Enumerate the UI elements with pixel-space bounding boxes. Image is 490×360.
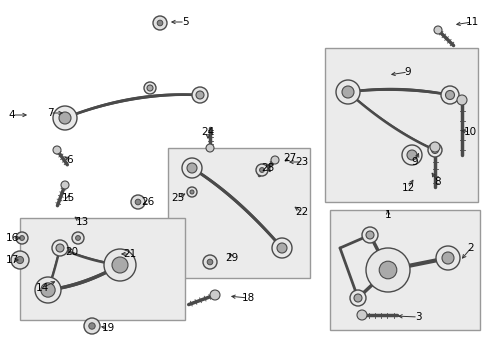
Bar: [20, 218, 185, 320]
Circle shape: [362, 227, 378, 243]
Text: 9: 9: [405, 67, 411, 77]
Circle shape: [84, 318, 100, 334]
Circle shape: [135, 199, 141, 205]
Text: 21: 21: [123, 249, 137, 259]
Circle shape: [72, 232, 84, 244]
Circle shape: [277, 243, 287, 253]
Bar: [325, 48, 478, 202]
Circle shape: [131, 195, 145, 209]
Text: 2: 2: [467, 243, 474, 253]
Circle shape: [430, 142, 440, 152]
Circle shape: [203, 255, 217, 269]
Text: 1: 1: [385, 210, 392, 220]
Circle shape: [442, 252, 454, 264]
Text: 10: 10: [464, 127, 477, 137]
Text: 3: 3: [415, 312, 421, 322]
Circle shape: [366, 231, 374, 239]
Circle shape: [402, 145, 422, 165]
Text: 27: 27: [283, 153, 296, 163]
Circle shape: [147, 85, 153, 91]
Text: 4: 4: [9, 110, 15, 120]
Text: 19: 19: [101, 323, 115, 333]
Circle shape: [61, 181, 69, 189]
Circle shape: [407, 150, 417, 160]
Circle shape: [366, 248, 410, 292]
Text: 20: 20: [66, 247, 78, 257]
Circle shape: [428, 143, 442, 157]
Circle shape: [104, 249, 136, 281]
Text: 8: 8: [435, 177, 441, 187]
Circle shape: [20, 235, 25, 240]
Circle shape: [182, 158, 202, 178]
Text: 22: 22: [295, 207, 309, 217]
Circle shape: [457, 95, 467, 105]
Circle shape: [432, 147, 439, 153]
Circle shape: [35, 277, 61, 303]
Circle shape: [144, 82, 156, 94]
Bar: [168, 148, 310, 278]
Text: 23: 23: [295, 157, 309, 167]
Circle shape: [436, 246, 460, 270]
Circle shape: [272, 238, 292, 258]
Circle shape: [256, 164, 268, 176]
Circle shape: [190, 190, 194, 194]
Circle shape: [210, 290, 220, 300]
Circle shape: [260, 168, 265, 172]
Text: 5: 5: [182, 17, 188, 27]
Text: 24: 24: [201, 127, 215, 137]
Circle shape: [11, 251, 29, 269]
Circle shape: [271, 156, 279, 164]
Circle shape: [89, 323, 95, 329]
Circle shape: [434, 26, 442, 34]
Text: 28: 28: [261, 163, 274, 173]
Bar: [330, 210, 480, 330]
Circle shape: [112, 257, 128, 273]
Circle shape: [354, 294, 362, 302]
Circle shape: [357, 310, 367, 320]
Circle shape: [192, 87, 208, 103]
Circle shape: [350, 290, 366, 306]
Circle shape: [207, 259, 213, 265]
Circle shape: [16, 232, 28, 244]
Text: 15: 15: [61, 193, 74, 203]
Text: 29: 29: [225, 253, 239, 263]
Circle shape: [187, 163, 197, 173]
Circle shape: [342, 86, 354, 98]
Circle shape: [441, 86, 459, 104]
Text: 13: 13: [75, 217, 89, 227]
Circle shape: [445, 90, 455, 99]
Text: 7: 7: [47, 108, 53, 118]
Text: 16: 16: [5, 233, 19, 243]
Text: 6: 6: [67, 155, 74, 165]
Text: 25: 25: [172, 193, 185, 203]
Text: 9: 9: [412, 157, 418, 167]
Circle shape: [41, 283, 55, 297]
Circle shape: [16, 256, 24, 264]
Circle shape: [157, 20, 163, 26]
Text: 12: 12: [401, 183, 415, 193]
Circle shape: [53, 146, 61, 154]
Circle shape: [153, 16, 167, 30]
Circle shape: [59, 112, 71, 124]
Circle shape: [336, 80, 360, 104]
Text: 14: 14: [35, 283, 49, 293]
Circle shape: [53, 106, 77, 130]
Text: 11: 11: [466, 17, 479, 27]
Circle shape: [196, 91, 204, 99]
Text: 26: 26: [142, 197, 155, 207]
Circle shape: [206, 144, 214, 152]
Circle shape: [56, 244, 64, 252]
Text: 17: 17: [5, 255, 19, 265]
Circle shape: [187, 187, 197, 197]
Text: 18: 18: [242, 293, 255, 303]
Circle shape: [75, 235, 80, 240]
Circle shape: [52, 240, 68, 256]
Circle shape: [379, 261, 397, 279]
